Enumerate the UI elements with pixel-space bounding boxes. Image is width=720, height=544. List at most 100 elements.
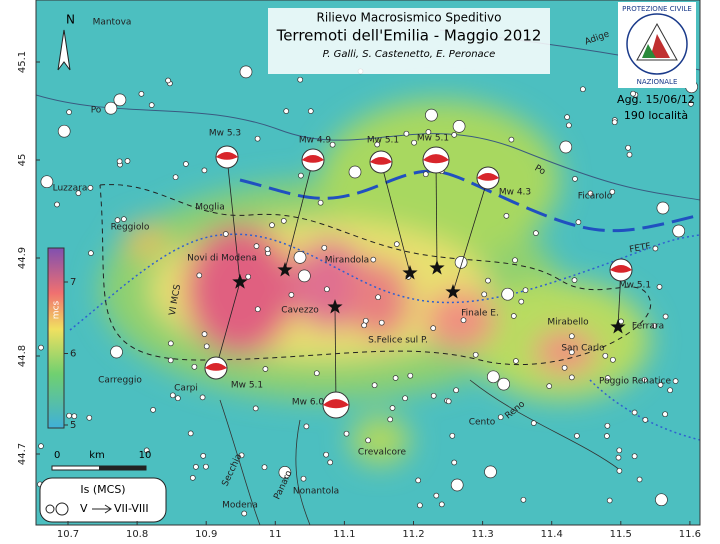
event-link bbox=[380, 161, 411, 274]
locality bbox=[387, 416, 394, 423]
legend-box bbox=[39, 477, 167, 523]
locality bbox=[324, 286, 330, 293]
locality bbox=[450, 478, 464, 492]
event-label: Mw 5.1 bbox=[367, 136, 399, 146]
locality bbox=[143, 447, 150, 454]
locality bbox=[110, 345, 123, 359]
locality bbox=[298, 172, 304, 179]
locality bbox=[300, 475, 307, 482]
locality bbox=[510, 313, 517, 319]
scale-start: 0 bbox=[54, 450, 60, 461]
locality bbox=[191, 363, 198, 370]
locality bbox=[121, 216, 127, 222]
locality bbox=[485, 277, 491, 284]
river-secchia bbox=[219, 399, 261, 525]
event-link bbox=[284, 159, 314, 271]
locality bbox=[641, 376, 648, 383]
north-arrow bbox=[57, 29, 71, 71]
intensity-field bbox=[100, 100, 650, 465]
place-label: Po bbox=[533, 163, 548, 177]
colorbar-tick-label: 6 bbox=[70, 349, 76, 360]
place-label: Crevalcore bbox=[358, 448, 407, 458]
locality bbox=[87, 185, 94, 191]
locality bbox=[667, 387, 673, 394]
locality bbox=[604, 433, 610, 439]
locality bbox=[241, 510, 248, 517]
locality bbox=[407, 372, 414, 379]
place-label: FETF bbox=[629, 242, 652, 256]
beachball-red bbox=[477, 173, 499, 181]
beachball-red bbox=[370, 157, 392, 165]
legend-from: V bbox=[80, 502, 88, 515]
subtitle: Terremoti dell'Emilia - Maggio 2012 bbox=[276, 27, 542, 45]
locality bbox=[503, 213, 510, 219]
locality bbox=[472, 351, 479, 358]
place-label: Ficarolo bbox=[578, 192, 613, 202]
epicenter bbox=[402, 265, 418, 280]
locality bbox=[307, 108, 314, 114]
place-label: Nonantola bbox=[293, 487, 339, 497]
event-link bbox=[452, 177, 489, 293]
locality bbox=[508, 136, 515, 143]
locality bbox=[222, 231, 229, 237]
locality bbox=[604, 422, 611, 429]
y-tick-label: 45.1 bbox=[17, 51, 28, 73]
logo: PROTEZIONE CIVILE NAZIONALE bbox=[618, 2, 696, 88]
place-label: San Carlo bbox=[561, 344, 605, 354]
locality bbox=[203, 463, 209, 470]
locality bbox=[283, 108, 290, 114]
locality bbox=[460, 317, 467, 324]
locality bbox=[261, 464, 268, 471]
event-label: Mw 5.1 bbox=[619, 281, 651, 291]
locality bbox=[657, 382, 664, 388]
locality bbox=[389, 405, 396, 411]
locality bbox=[114, 217, 121, 223]
logo-ring bbox=[626, 13, 688, 75]
localities bbox=[37, 65, 698, 522]
x-tick-label: 11.3 bbox=[471, 529, 493, 540]
event-label: Mw 5.3 bbox=[209, 129, 241, 139]
locality bbox=[323, 451, 329, 458]
place-label: Moglia bbox=[195, 203, 225, 213]
legend-small bbox=[45, 504, 55, 514]
locality bbox=[293, 251, 307, 264]
locality bbox=[574, 433, 580, 439]
locality bbox=[651, 322, 658, 329]
locality bbox=[254, 135, 261, 142]
place-label: Modena bbox=[222, 501, 258, 511]
locality bbox=[321, 244, 328, 251]
locality bbox=[497, 377, 511, 391]
locality bbox=[655, 493, 668, 507]
locality bbox=[513, 358, 519, 364]
locality bbox=[183, 161, 189, 167]
count: 190 località bbox=[624, 109, 688, 122]
legend-title: Is (MCS) bbox=[80, 483, 125, 496]
locality bbox=[378, 319, 385, 326]
epicenter bbox=[277, 262, 293, 277]
locality bbox=[606, 497, 613, 504]
locality bbox=[329, 141, 336, 148]
event-link bbox=[435, 159, 438, 269]
locality bbox=[371, 382, 378, 389]
locality bbox=[642, 417, 649, 423]
beachball-red bbox=[216, 152, 238, 160]
locality bbox=[66, 412, 72, 419]
locality bbox=[656, 201, 670, 215]
locality bbox=[501, 287, 515, 301]
locality bbox=[148, 102, 155, 108]
epicenter bbox=[429, 260, 445, 275]
locality bbox=[201, 331, 208, 337]
locality bbox=[559, 140, 573, 154]
locality bbox=[484, 465, 497, 479]
locality bbox=[288, 292, 295, 298]
locality bbox=[572, 176, 578, 182]
epicenter bbox=[327, 299, 343, 314]
locality bbox=[518, 298, 525, 305]
locality bbox=[616, 467, 623, 474]
locality bbox=[71, 413, 78, 420]
locality bbox=[116, 158, 123, 165]
locality bbox=[38, 443, 44, 449]
locality bbox=[611, 119, 618, 126]
authors: P. Galli, S. Castenetto, E. Peronace bbox=[323, 49, 496, 60]
locality bbox=[451, 132, 458, 138]
